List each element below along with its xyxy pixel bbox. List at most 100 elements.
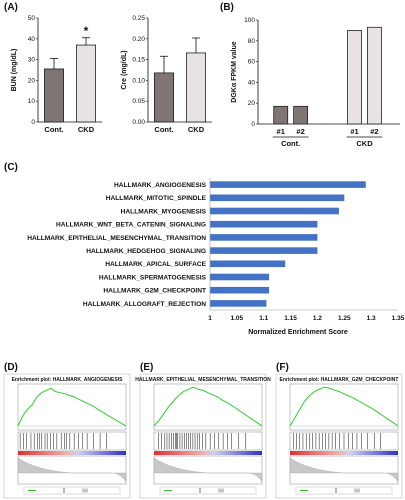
bar-sample — [347, 29, 362, 125]
nes-bar — [210, 234, 318, 241]
x-tick-label: 1.15 — [284, 315, 297, 322]
x-tick-label: 1.25 — [338, 315, 351, 322]
x-tick-label: 1.1 — [259, 315, 268, 322]
nes-bar — [210, 300, 267, 307]
y-tick-label: 0.15 — [132, 57, 145, 64]
legend-box — [159, 486, 257, 495]
panel-label-e: (E) — [140, 362, 154, 373]
hallmark-label: HALLMARK_MYOGENESIS — [121, 208, 207, 215]
x-tick-label: 1.3 — [367, 315, 376, 322]
enrichment-score-line — [289, 386, 399, 427]
panel-label-b: (B) — [220, 2, 234, 13]
legend-metric-swatch — [218, 488, 224, 493]
panel-label-f: (F) — [276, 362, 289, 373]
x-tick-label: 1.2 — [313, 315, 322, 322]
y-tick-label: 0.20 — [132, 36, 145, 43]
dgk-fpkm-bar-chart: 0 20 40 60 80 100 DGKα FPKM value #1 #2 #1 #2 Cont.… — [231, 17, 400, 148]
bar-sample — [293, 105, 308, 125]
y-axis-label: BUN (mg/dL) — [11, 49, 18, 92]
enrichment-score-line — [153, 386, 263, 427]
y-tick-label: 20 — [248, 100, 256, 107]
bar-Cont. — [44, 68, 65, 123]
enrichment-score-line — [17, 387, 127, 427]
hallmark-label: HALLMARK_G2M_CHECKPOINT — [103, 288, 206, 295]
sample-label: #1 — [350, 127, 358, 136]
hallmark-label: HALLMARK_ALLOGRAFT_REJECTION — [83, 301, 206, 308]
ranking-gradient-bar — [18, 451, 126, 455]
y-tick-label: 20 — [28, 77, 36, 84]
y-tick-label: 40 — [248, 79, 256, 86]
gsea-g2m-plot: Enrichment plot: HALLMARK_G2M_CHECKPOINT — [275, 373, 403, 499]
hallmark-label: HALLMARK_MITOTIC_SPINDLE — [106, 195, 207, 202]
bar-sample — [273, 105, 289, 125]
y-tick-label: 10 — [28, 98, 36, 105]
y-tick-label: 30 — [28, 57, 36, 64]
es-plot-area — [153, 383, 263, 431]
x-category-label: Cont. — [44, 125, 63, 134]
nes-bar — [210, 260, 286, 268]
hallmark-label: HALLMARK_EPITHELIAL_MESENCHYMAL_TRANSITI… — [27, 235, 206, 242]
gsea-emt-plot: HALLMARK_EPITHELIAL_MESENCHYMAL_TRANSITI… — [135, 373, 271, 499]
hits-band — [153, 431, 263, 451]
plot-title: Enrichment plot: HALLMARK_G2M_CHECKPOINT — [280, 377, 399, 383]
nes-bar — [210, 194, 345, 202]
nes-bar — [210, 247, 318, 254]
es-plot-area — [289, 383, 399, 431]
sample-label: #1 — [277, 127, 285, 136]
hallmark-label: HALLMARK_HEDGEHOG_SIGNALING — [86, 248, 206, 255]
y-tick-label: 60 — [248, 59, 256, 66]
es-plot-area — [17, 383, 127, 431]
bar-CKD — [186, 52, 207, 123]
legend-metric-swatch — [354, 488, 360, 493]
significance-star: * — [84, 24, 89, 38]
x-tick-label: 1.05 — [231, 315, 244, 322]
ranked-metric-curve — [289, 457, 399, 483]
hallmark-label: HALLMARK_SPERMATOGENESIS — [99, 274, 207, 281]
hallmark-label: HALLMARK_ANGIOGENESIS — [114, 182, 207, 189]
y-tick-label: 100 — [244, 17, 255, 24]
ranking-gradient-bar — [290, 451, 398, 455]
nes-bar — [210, 207, 339, 215]
y-axis-label: DGKα FPKM value — [231, 41, 238, 103]
x-tick-label: 1 — [208, 315, 212, 322]
y-tick-label: 50 — [28, 15, 36, 22]
y-tick-label: 40 — [28, 36, 36, 43]
nes-bar — [210, 181, 366, 188]
x-axis-label: Normalized Enrichment Score — [248, 329, 348, 336]
legend-box — [295, 486, 393, 495]
cre-bar-chart: 0.00 0.05 0.10 0.15 0.20 0.25 Cre (mg/dL) Cont.… — [121, 15, 212, 134]
ranked-metric-curve — [153, 457, 263, 483]
nes-bar — [210, 220, 318, 228]
y-axis-label: Cre (mg/dL) — [121, 50, 128, 89]
nes-bar — [210, 273, 270, 281]
x-category-label: CKD — [78, 125, 95, 134]
group-label: CKD — [356, 139, 373, 148]
ranking-gradient-bar — [154, 451, 262, 455]
plot-title: HALLMARK_EPITHELIAL_MESENCHYMAL_TRANSITI… — [135, 377, 271, 383]
y-tick-label: 0 — [31, 119, 35, 126]
y-tick-label: 0.10 — [132, 77, 145, 84]
panel-label-d: (D) — [4, 362, 18, 373]
sample-label: #2 — [296, 127, 304, 136]
bar-CKD — [76, 44, 97, 123]
ranked-metric-area — [289, 455, 399, 485]
x-category-label: CKD — [188, 125, 205, 134]
legend-metric-swatch — [82, 488, 88, 493]
legend-box — [23, 486, 121, 495]
bun-bar-chart: 0 10 20 30 40 50 BUN (mg/dL) Cont. CKD * — [11, 15, 102, 134]
group-label: Cont. — [281, 139, 300, 148]
nes-bar — [210, 286, 270, 294]
panel-label-a: (A) — [4, 2, 18, 13]
y-tick-label: 0.25 — [132, 15, 145, 22]
ranked-metric-curve — [17, 457, 127, 483]
nes-horizontal-bar-chart: HALLMARK_ANGIOGENESIS HALLMARK_MITOTIC_SP… — [27, 178, 405, 336]
y-tick-label: 80 — [248, 38, 256, 45]
y-tick-label: 0 — [251, 121, 255, 128]
panel-label-c: (C) — [4, 162, 18, 173]
gsea-angiogenesis-plot: Enrichment plot: HALLMARK_ANGIOGENESIS — [3, 373, 131, 499]
bar-sample — [367, 26, 382, 125]
plot-title: Enrichment plot: HALLMARK_ANGIOGENESIS — [12, 377, 124, 383]
x-tick-label: 1.35 — [392, 315, 405, 322]
hallmark-label: HALLMARK_APICAL_SURFACE — [105, 261, 206, 268]
x-category-label: Cont. — [154, 125, 173, 134]
